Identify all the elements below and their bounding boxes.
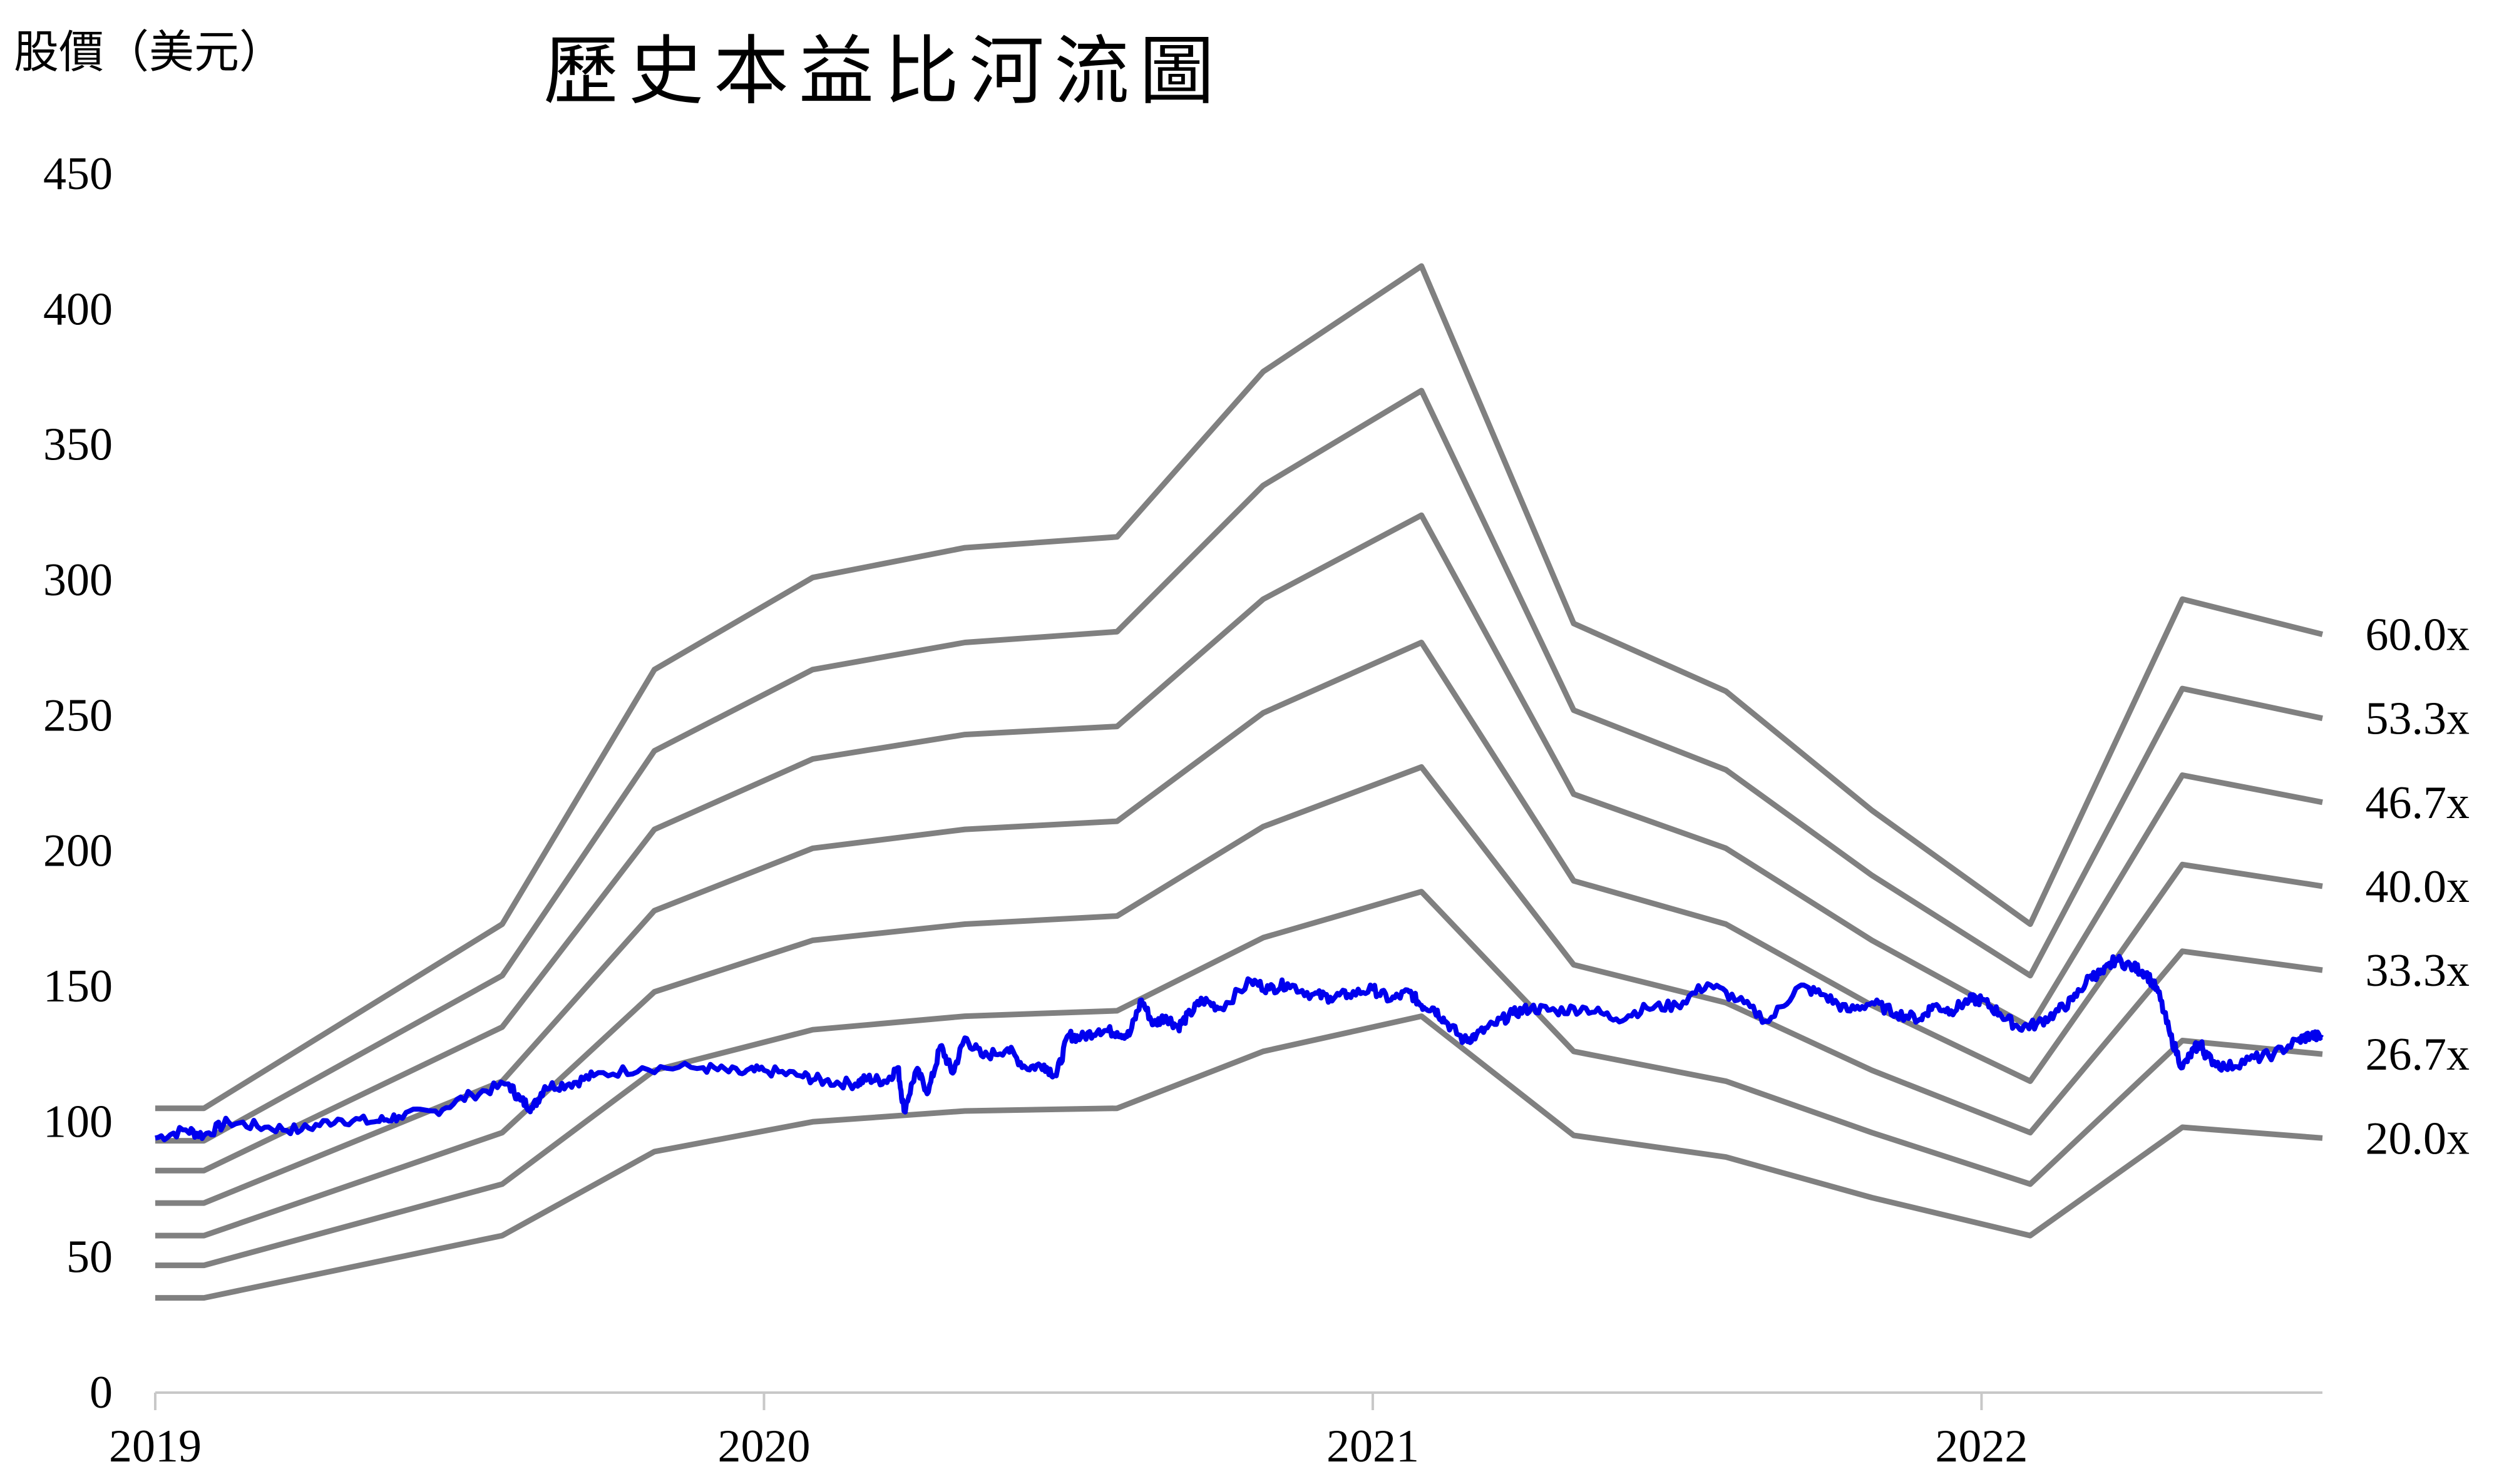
river-line-40.0x	[155, 640, 2323, 1206]
y-tick-label: 250	[43, 690, 113, 741]
y-axis-label: 股價（美元）	[14, 26, 284, 78]
x-axis: 2019 2020 2021 2022	[109, 1391, 2322, 1472]
y-axis: 0 50 100 150 200 250 300 350 400 450	[43, 148, 113, 1418]
river-line-53.3x	[155, 387, 2323, 1144]
x-tick-label: 2019	[109, 1421, 202, 1472]
x-tick-label: 2021	[1326, 1421, 1419, 1472]
price-layer	[155, 953, 2324, 1143]
y-tick-label: 400	[43, 284, 113, 335]
river-label: 40.0x	[2366, 861, 2470, 913]
y-tick-label: 350	[43, 419, 113, 471]
x-tick-label: 2020	[717, 1421, 810, 1472]
river-label: 26.7x	[2366, 1029, 2470, 1080]
river-label: 33.3x	[2366, 945, 2470, 996]
y-tick-label: 450	[43, 148, 113, 200]
river-line-20.0x	[155, 1013, 2323, 1301]
river-label: 60.0x	[2366, 610, 2470, 661]
x-tick-label: 2022	[1935, 1421, 2028, 1472]
chart-title: 歷史本益比河流圖	[543, 28, 1224, 115]
river-labels: 60.0x 53.3x 46.7x 40.0x 33.3x 26.7x 20.0x	[2366, 610, 2470, 1165]
y-tick-label: 50	[66, 1232, 113, 1283]
river-line-26.7x	[155, 889, 2323, 1269]
river-line-60.0x	[155, 263, 2324, 1112]
y-tick-label: 200	[43, 826, 113, 877]
river-label: 53.3x	[2366, 693, 2470, 745]
y-tick-label: 300	[43, 555, 113, 606]
river-label: 20.0x	[2366, 1113, 2470, 1164]
y-tick-label: 100	[43, 1096, 113, 1147]
river-label: 46.7x	[2366, 777, 2470, 829]
y-tick-label: 150	[43, 961, 113, 1012]
y-tick-label: 0	[90, 1367, 113, 1418]
stock-price-line	[155, 953, 2324, 1143]
river-line-33.3x	[155, 764, 2323, 1239]
river-lines	[155, 263, 2324, 1301]
